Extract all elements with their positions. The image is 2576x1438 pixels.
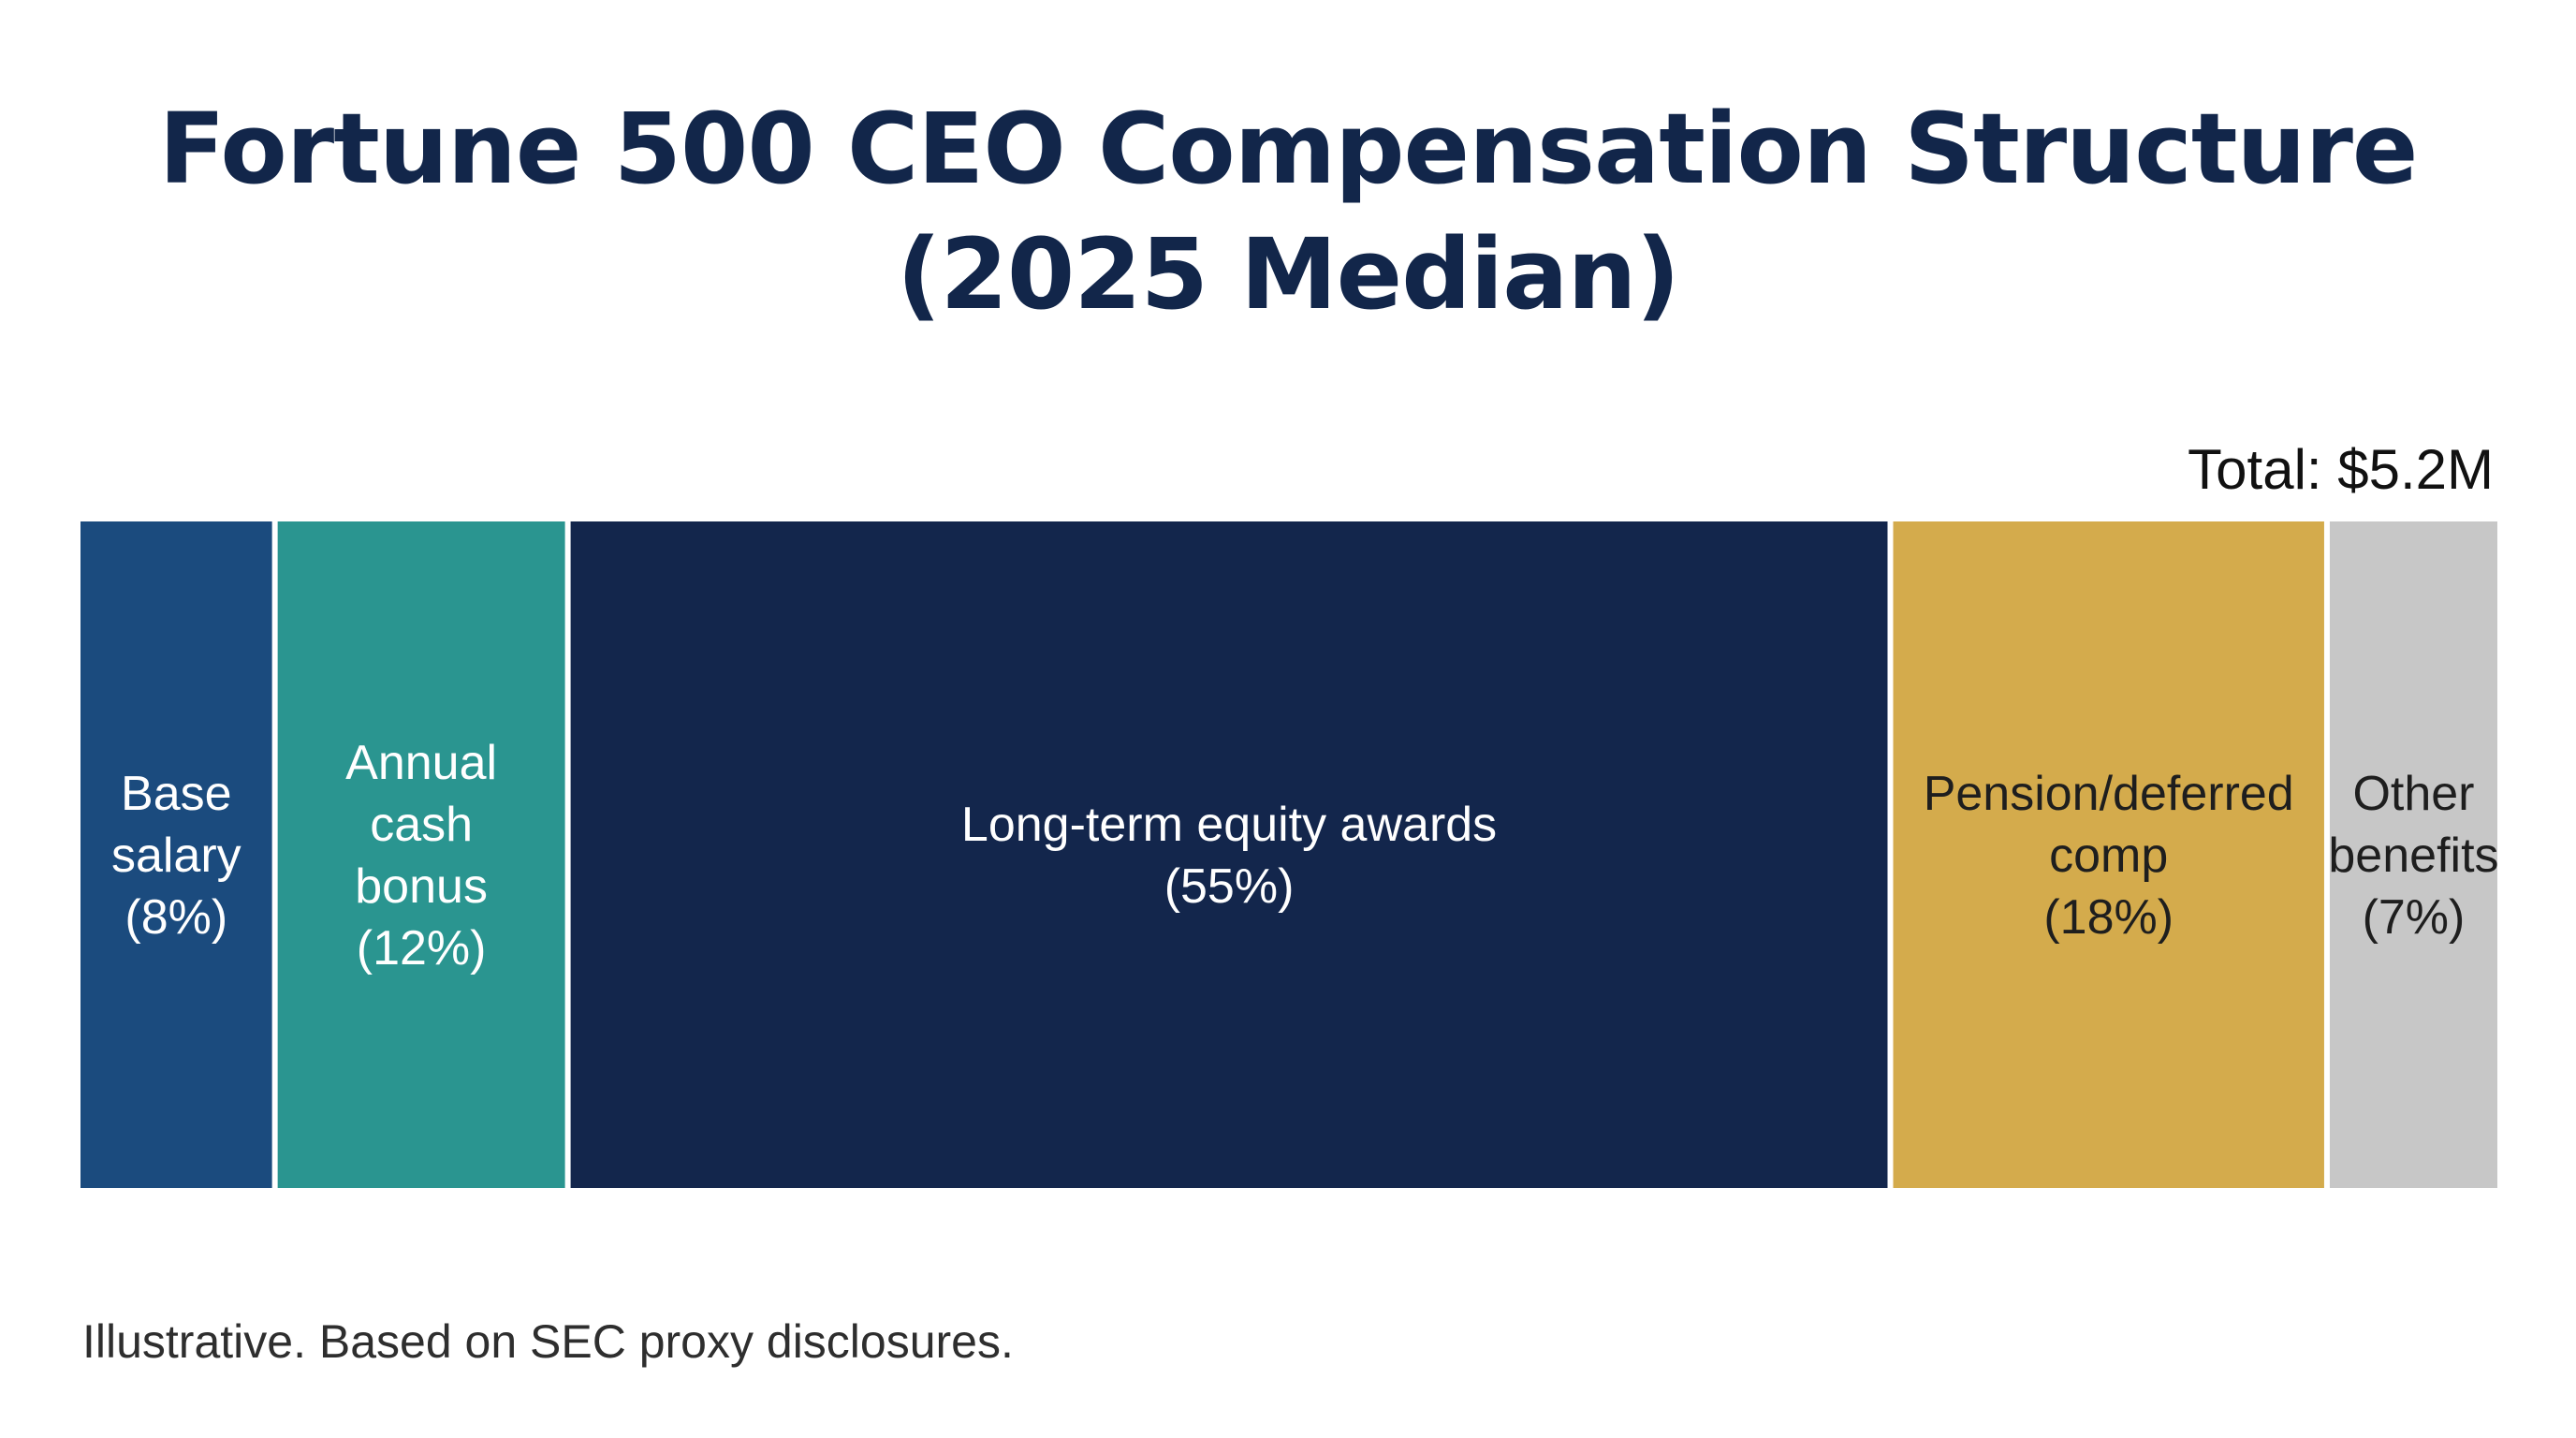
- stacked-bar-chart: Base salary (8%) Annual cash bonus (12%) Long-t…: [80, 521, 2497, 1188]
- bar-segment-long-term-equity-awards: [570, 521, 1888, 1188]
- segment-label-other: Other benefits (7%): [2328, 767, 2497, 945]
- segment-label-line: Long-term equity awards: [961, 798, 1497, 852]
- source-caption: Illustrative. Based on SEC proxy disclos…: [82, 1315, 1014, 1368]
- segment-label-long-term-equity-awards: Long-term equity awards (55%): [961, 798, 1497, 914]
- segment-label-pension-deferred: Pension/deferred comp (18%): [1924, 767, 2294, 945]
- segment-label-line: cash: [370, 798, 473, 852]
- segment-label-line: Base: [121, 767, 232, 821]
- segment-label-line: (55%): [1164, 859, 1295, 914]
- segment-label-annual: Annual cash bonus (12%): [345, 736, 497, 976]
- segment-label-line: bonus: [355, 859, 488, 914]
- bar-segment-pension-deferred: [1893, 521, 2324, 1188]
- segment-label-line: (12%): [357, 921, 487, 976]
- bar-segment-annual: [277, 521, 565, 1188]
- segment-label-line: (7%): [2363, 890, 2466, 945]
- segment-label-base: Base salary (8%): [111, 767, 242, 945]
- segment-label-line: Annual: [345, 736, 497, 790]
- segment-label-line: Pension/deferred: [1924, 767, 2294, 821]
- segment-label-line: benefits: [2328, 829, 2497, 883]
- bar-segment-other: [2329, 521, 2497, 1188]
- segment-label-line: comp: [2049, 829, 2168, 883]
- segment-label-line: Other: [2352, 767, 2474, 821]
- bar-segment-base: [80, 521, 272, 1188]
- segment-label-line: salary: [111, 829, 242, 883]
- segment-label-line: (18%): [2043, 890, 2174, 945]
- segment-label-line: (8%): [124, 890, 227, 945]
- total-label: Total: $5.2M: [2188, 438, 2494, 501]
- chart-title: Fortune 500 CEO Compensation Structure (…: [158, 92, 2419, 331]
